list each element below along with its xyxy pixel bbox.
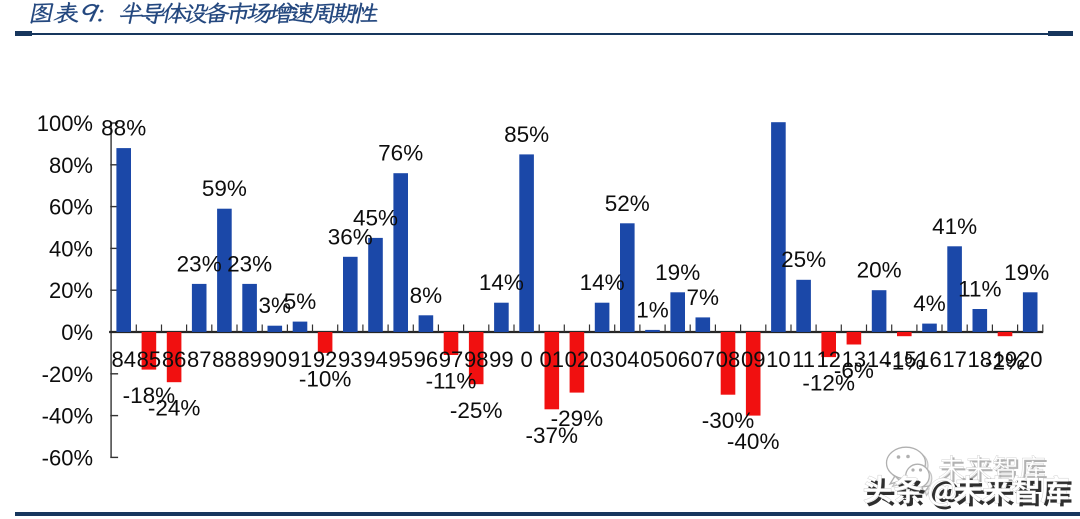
svg-text:05: 05 <box>640 347 664 372</box>
svg-text:20: 20 <box>1018 347 1042 372</box>
svg-text:3%: 3% <box>259 293 292 318</box>
svg-text:5%: 5% <box>284 289 317 314</box>
svg-text:04: 04 <box>615 347 639 372</box>
svg-text:-10%: -10% <box>299 366 352 391</box>
svg-text:16: 16 <box>917 347 941 372</box>
svg-text:0: 0 <box>520 347 532 372</box>
svg-text:19%: 19% <box>1004 260 1049 285</box>
svg-text:59%: 59% <box>202 176 247 201</box>
svg-text:19%: 19% <box>655 260 700 285</box>
svg-text:-40%: -40% <box>42 404 93 429</box>
svg-text:87: 87 <box>187 347 211 372</box>
svg-text:-2%: -2% <box>985 350 1025 375</box>
svg-text:-18%: -18% <box>123 383 176 408</box>
svg-text:25%: 25% <box>781 247 826 272</box>
svg-text:88: 88 <box>212 347 236 372</box>
svg-text:20%: 20% <box>49 278 93 303</box>
svg-text:36%: 36% <box>328 224 373 249</box>
svg-text:88%: 88% <box>101 116 146 141</box>
svg-text:13: 13 <box>842 347 866 372</box>
svg-text:91: 91 <box>288 347 312 372</box>
svg-text:18: 18 <box>968 347 992 372</box>
svg-text:99: 99 <box>489 347 513 372</box>
svg-text:09: 09 <box>741 347 765 372</box>
svg-text:96: 96 <box>414 347 438 372</box>
svg-text:-25%: -25% <box>450 398 503 423</box>
svg-text:11: 11 <box>792 347 815 372</box>
svg-text:-40%: -40% <box>727 429 780 454</box>
svg-text:45%: 45% <box>353 205 398 230</box>
svg-text:-37%: -37% <box>526 423 579 448</box>
svg-text:8%: 8% <box>410 283 443 308</box>
svg-text:85: 85 <box>137 347 161 372</box>
svg-text:85%: 85% <box>504 122 549 147</box>
svg-text:84: 84 <box>111 347 135 372</box>
svg-text:10: 10 <box>766 347 790 372</box>
svg-text:97: 97 <box>439 347 463 372</box>
svg-text:76%: 76% <box>378 141 423 166</box>
svg-text:98: 98 <box>464 347 488 372</box>
svg-text:90: 90 <box>263 347 287 372</box>
svg-text:-6%: -6% <box>834 358 874 383</box>
svg-text:95: 95 <box>388 347 412 372</box>
svg-text:92: 92 <box>313 347 337 372</box>
svg-text:15: 15 <box>892 347 916 372</box>
svg-text:52%: 52% <box>605 191 650 216</box>
svg-text:7%: 7% <box>687 285 720 310</box>
svg-text:19: 19 <box>993 347 1017 372</box>
svg-text:89: 89 <box>237 347 261 372</box>
svg-text:100%: 100% <box>37 111 93 136</box>
svg-text:23%: 23% <box>227 251 272 276</box>
svg-text:14: 14 <box>867 347 891 372</box>
svg-text:-11%: -11% <box>426 369 477 394</box>
svg-text:94: 94 <box>363 347 387 372</box>
svg-text:08: 08 <box>716 347 740 372</box>
svg-text:80%: 80% <box>49 153 93 178</box>
svg-text:12: 12 <box>816 347 840 372</box>
svg-text:14%: 14% <box>580 270 625 295</box>
svg-text:41%: 41% <box>932 214 977 239</box>
svg-text:-12%: -12% <box>802 371 855 396</box>
svg-text:-30%: -30% <box>702 408 755 433</box>
svg-text:-24%: -24% <box>148 396 201 421</box>
svg-text:-60%: -60% <box>42 445 93 470</box>
svg-text:20%: 20% <box>857 258 902 283</box>
svg-text:-1%: -1% <box>884 350 924 375</box>
svg-text:11%: 11% <box>958 277 1001 302</box>
svg-text:14%: 14% <box>479 270 524 295</box>
svg-text:06: 06 <box>665 347 689 372</box>
svg-text:23%: 23% <box>177 251 222 276</box>
svg-text:02: 02 <box>565 347 589 372</box>
svg-text:86: 86 <box>162 347 186 372</box>
svg-text:17: 17 <box>942 347 966 372</box>
svg-text:0%: 0% <box>61 320 93 345</box>
svg-text:60%: 60% <box>49 195 93 220</box>
svg-text:-29%: -29% <box>551 406 604 431</box>
svg-text:07: 07 <box>691 347 715 372</box>
svg-text:1%: 1% <box>636 297 669 322</box>
svg-text:01: 01 <box>540 347 564 372</box>
svg-text:40%: 40% <box>49 236 93 261</box>
svg-text:4%: 4% <box>913 291 946 316</box>
svg-text:93: 93 <box>338 347 362 372</box>
svg-text:-20%: -20% <box>42 362 93 387</box>
svg-text:03: 03 <box>590 347 614 372</box>
